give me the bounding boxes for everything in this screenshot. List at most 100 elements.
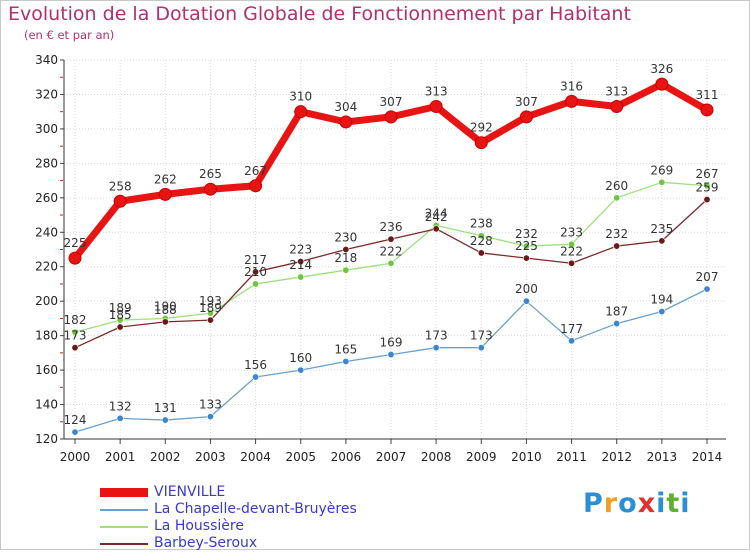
data-point-vienville <box>519 110 533 124</box>
data-point-la-houssiere <box>206 309 214 317</box>
data-point-barbey-seroux <box>116 323 124 331</box>
data-label-vienville: 292 <box>470 121 493 135</box>
data-point-barbey-seroux <box>703 196 711 204</box>
y-tick-label: 200 <box>35 294 58 308</box>
data-label-la-chapelle-devant-bruyeres: 165 <box>334 342 357 356</box>
data-point-la-houssiere <box>116 316 124 324</box>
data-point-barbey-seroux <box>568 259 576 267</box>
data-label-barbey-seroux: 242 <box>425 210 448 224</box>
data-point-la-chapelle-devant-bruyeres <box>387 351 395 359</box>
chart-title: Evolution de la Dotation Globale de Fonc… <box>8 3 631 25</box>
data-point-barbey-seroux <box>658 237 666 245</box>
data-point-barbey-seroux <box>252 268 260 276</box>
data-point-la-houssiere <box>342 266 350 274</box>
data-point-la-houssiere <box>658 178 666 186</box>
legend-label: Barbey-Seroux <box>154 535 258 551</box>
data-label-vienville: 258 <box>109 179 132 193</box>
data-label-barbey-seroux: 228 <box>470 234 493 248</box>
data-label-la-houssiere: 269 <box>650 163 673 177</box>
data-label-la-houssiere: 233 <box>560 225 583 239</box>
data-label-la-houssiere: 190 <box>154 299 177 313</box>
legend-label: VIENVILLE <box>154 484 226 500</box>
data-point-la-chapelle-devant-bruyeres <box>206 413 214 421</box>
data-label-vienville: 313 <box>425 85 448 99</box>
x-tick-label: 2001 <box>105 450 136 464</box>
y-tick-label: 220 <box>35 260 58 274</box>
data-label-la-chapelle-devant-bruyeres: 173 <box>470 329 493 343</box>
data-point-la-chapelle-devant-bruyeres <box>568 337 576 345</box>
data-label-vienville: 304 <box>334 100 357 114</box>
data-label-la-houssiere: 214 <box>289 258 312 272</box>
x-tick-label: 2011 <box>556 450 587 464</box>
axes: 120 140 160 180 200 220 240 260 280 300 320 340 2000… <box>35 53 726 464</box>
data-point-la-chapelle-devant-bruyeres <box>658 308 666 316</box>
gridlines <box>64 59 726 440</box>
data-label-la-chapelle-devant-bruyeres: 156 <box>244 358 267 372</box>
data-label-la-chapelle-devant-bruyeres: 177 <box>560 322 583 336</box>
data-label-vienville: 307 <box>515 95 538 109</box>
x-tick-label: 2006 <box>331 450 362 464</box>
data-point-vienville <box>294 105 308 119</box>
data-point-la-chapelle-devant-bruyeres <box>71 428 79 436</box>
data-point-la-chapelle-devant-bruyeres <box>477 344 485 352</box>
data-point-la-chapelle-devant-bruyeres <box>297 366 305 374</box>
data-label-la-houssiere: 218 <box>334 251 357 265</box>
data-label-la-chapelle-devant-bruyeres: 200 <box>515 282 538 296</box>
data-point-la-chapelle-devant-bruyeres <box>116 414 124 422</box>
proxiti-logo: Proxiti <box>583 488 691 519</box>
data-label-la-chapelle-devant-bruyeres: 194 <box>650 293 673 307</box>
x-tick-label: 2005 <box>285 450 316 464</box>
data-label-barbey-seroux: 235 <box>650 222 673 236</box>
logo-letter: t <box>666 488 681 519</box>
x-tick-label: 2000 <box>60 450 91 464</box>
legend-label: La Houssière <box>154 518 244 534</box>
x-tick-label: 2014 <box>692 450 723 464</box>
data-point-vienville <box>68 251 82 265</box>
data-point-la-houssiere <box>613 194 621 202</box>
data-label-barbey-seroux: 188 <box>154 303 177 317</box>
y-tick-label: 120 <box>35 432 58 446</box>
data-label-vienville: 225 <box>64 236 87 250</box>
data-point-la-chapelle-devant-bruyeres <box>342 357 350 365</box>
data-point-la-chapelle-devant-bruyeres <box>252 373 260 381</box>
data-label-la-chapelle-devant-bruyeres: 131 <box>154 401 177 415</box>
data-point-barbey-seroux <box>432 225 440 233</box>
data-label-vienville: 326 <box>650 62 673 76</box>
data-label-barbey-seroux: 222 <box>560 244 583 258</box>
legend-swatch <box>100 509 148 511</box>
logo-letter: x <box>637 488 657 519</box>
data-point-vienville <box>203 182 217 196</box>
data-label-la-chapelle-devant-bruyeres: 133 <box>199 398 222 412</box>
line-chart: 120 140 160 180 200 220 240 260 280 300 320 340 2000… <box>35 53 726 464</box>
data-label-barbey-seroux: 236 <box>380 220 403 234</box>
data-point-barbey-seroux <box>477 249 485 257</box>
data-label-la-chapelle-devant-bruyeres: 132 <box>109 399 132 413</box>
x-tick-label: 2008 <box>421 450 452 464</box>
data-label-la-houssiere: 210 <box>244 265 267 279</box>
x-tick-label: 2007 <box>376 450 407 464</box>
data-point-la-houssiere <box>477 232 485 240</box>
data-point-barbey-seroux <box>613 242 621 250</box>
data-point-vienville <box>158 187 172 201</box>
data-label-la-houssiere: 232 <box>515 227 538 241</box>
data-label-la-houssiere: 182 <box>64 313 87 327</box>
data-point-barbey-seroux <box>206 316 214 324</box>
data-label-vienville: 313 <box>605 85 628 99</box>
data-point-la-houssiere <box>387 259 395 267</box>
data-point-barbey-seroux <box>342 246 350 254</box>
data-label-barbey-seroux: 217 <box>244 253 267 267</box>
data-label-barbey-seroux: 223 <box>289 243 312 257</box>
data-point-la-houssiere <box>297 273 305 281</box>
data-label-la-houssiere: 260 <box>605 179 628 193</box>
data-point-vienville <box>113 194 127 208</box>
data-label-la-houssiere: 189 <box>109 301 132 315</box>
y-tick-label: 180 <box>35 329 58 343</box>
data-label-vienville: 307 <box>380 95 403 109</box>
y-tick-label: 140 <box>35 398 58 412</box>
y-tick-label: 340 <box>35 53 58 67</box>
data-label-barbey-seroux: 232 <box>605 227 628 241</box>
logo-letter: P <box>583 488 604 519</box>
data-point-la-chapelle-devant-bruyeres <box>432 344 440 352</box>
data-point-vienville <box>384 110 398 124</box>
data-label-la-chapelle-devant-bruyeres: 169 <box>380 336 403 350</box>
